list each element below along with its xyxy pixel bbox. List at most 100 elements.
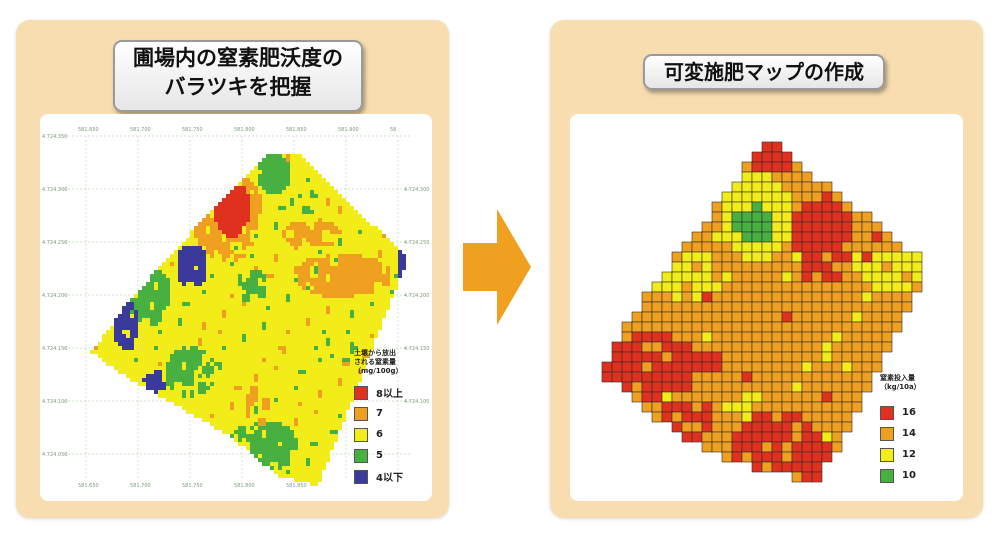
soil-cell	[206, 314, 210, 318]
soil-cell	[306, 246, 310, 250]
soil-cell	[274, 206, 278, 210]
fertilizer-cell	[861, 301, 873, 313]
soil-cell	[350, 362, 354, 366]
soil-cell	[238, 346, 242, 350]
soil-cell	[266, 342, 270, 346]
soil-cell	[214, 422, 218, 426]
fertilizer-cell	[801, 321, 813, 333]
soil-cell	[386, 250, 390, 254]
fertilizer-cell	[711, 241, 723, 253]
soil-cell	[174, 398, 178, 402]
soil-cell	[322, 374, 326, 378]
soil-cell	[258, 214, 262, 218]
soil-cell	[182, 298, 186, 302]
soil-cell	[326, 418, 330, 422]
soil-cell	[202, 258, 206, 262]
soil-cell	[234, 378, 238, 382]
soil-cell	[274, 462, 278, 466]
soil-cell	[242, 410, 246, 414]
fertilizer-cell	[801, 351, 813, 363]
soil-cell	[362, 346, 366, 350]
soil-cell	[262, 398, 266, 402]
soil-cell	[338, 238, 342, 242]
soil-cell	[302, 430, 306, 434]
soil-cell	[294, 278, 298, 282]
soil-cell	[266, 186, 270, 190]
soil-cell	[210, 322, 214, 326]
soil-cell	[214, 254, 218, 258]
soil-cell	[314, 406, 318, 410]
soil-cell	[166, 258, 170, 262]
fertilizer-cell	[751, 271, 763, 283]
soil-cell	[214, 286, 218, 290]
soil-cell	[274, 190, 278, 194]
soil-cell	[278, 430, 282, 434]
soil-cell	[330, 234, 334, 238]
fertilizer-cell	[831, 221, 843, 233]
soil-cell	[290, 402, 294, 406]
soil-cell	[238, 210, 242, 214]
soil-cell	[342, 262, 346, 266]
soil-cell	[194, 402, 198, 406]
soil-cell	[262, 358, 266, 362]
soil-cell	[314, 242, 318, 246]
soil-cell	[266, 334, 270, 338]
soil-cell	[258, 366, 262, 370]
fertilizer-cell	[791, 341, 803, 353]
soil-cell	[338, 374, 342, 378]
soil-cell	[190, 234, 194, 238]
soil-cell	[358, 358, 362, 362]
soil-cell	[162, 290, 166, 294]
soil-cell	[258, 286, 262, 290]
fertilizer-cell	[721, 201, 733, 213]
soil-cell	[310, 190, 314, 194]
soil-cell	[182, 310, 186, 314]
soil-cell	[342, 294, 346, 298]
soil-cell	[290, 278, 294, 282]
axis-labels: 581.650 581.700 581.750 581.800 581.850 581.9…	[42, 127, 429, 489]
soil-cell	[126, 338, 130, 342]
soil-cell	[290, 254, 294, 258]
soil-cell	[318, 210, 322, 214]
soil-cell	[138, 370, 142, 374]
soil-cell	[242, 362, 246, 366]
y-tick-right: 4.724.250	[404, 240, 429, 246]
fertilizer-cell	[651, 381, 663, 393]
soil-cell	[310, 370, 314, 374]
soil-cell	[178, 322, 182, 326]
soil-cell	[230, 394, 234, 398]
fertilizer-cell	[681, 301, 693, 313]
soil-cell	[326, 358, 330, 362]
soil-cell	[366, 222, 370, 226]
fertilizer-cell	[861, 291, 873, 303]
soil-cell	[158, 322, 162, 326]
soil-cell	[318, 342, 322, 346]
soil-cell	[110, 362, 114, 366]
soil-cell	[314, 418, 318, 422]
soil-cell	[346, 374, 350, 378]
soil-cell	[290, 246, 294, 250]
soil-cell	[214, 330, 218, 334]
fertilizer-cell	[911, 261, 923, 273]
soil-cell	[202, 238, 206, 242]
soil-cell	[162, 270, 166, 274]
soil-cell	[314, 398, 318, 402]
soil-cell	[226, 338, 230, 342]
soil-cell	[338, 318, 342, 322]
soil-cell	[154, 278, 158, 282]
fertilizer-cell	[791, 241, 803, 253]
soil-cell	[338, 342, 342, 346]
soil-cell	[114, 330, 118, 334]
fertilizer-cell	[771, 201, 783, 213]
soil-cell	[218, 222, 222, 226]
fertilizer-cell	[821, 181, 833, 193]
soil-cell	[242, 262, 246, 266]
soil-cell	[326, 334, 330, 338]
soil-cell	[150, 298, 154, 302]
y-tick-left: 4.724.300	[42, 187, 67, 193]
fertilizer-cell	[621, 361, 633, 373]
soil-cell	[358, 246, 362, 250]
soil-cell	[322, 194, 326, 198]
fertilizer-cell	[881, 261, 893, 273]
soil-cell	[318, 442, 322, 446]
